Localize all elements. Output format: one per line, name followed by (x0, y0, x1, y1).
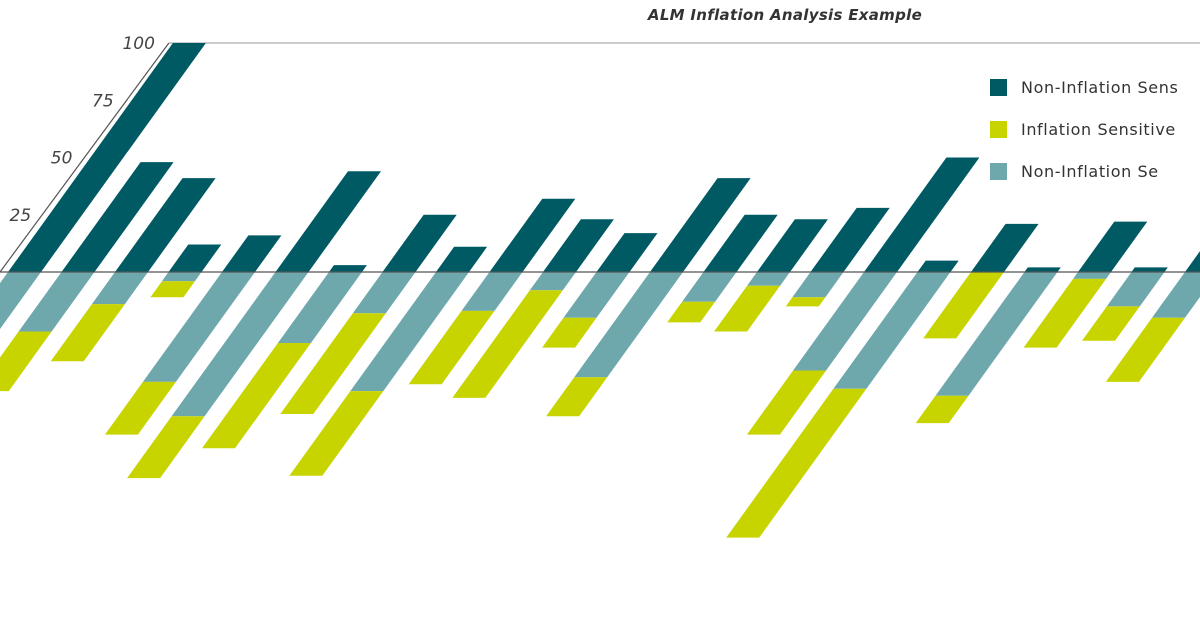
bar-non-inflation-se (793, 272, 897, 371)
legend-item-non-inflation-se: Non-Inflation Se (990, 150, 1178, 192)
bar-non-inflation-sens (1024, 267, 1061, 272)
y-axis-ticks: 25 50 75 100 (10, 34, 155, 226)
chart-bars (0, 43, 1200, 538)
chart-legend: Non-Inflation Sens Inflation Sensitive N… (990, 66, 1178, 192)
y-tick-label: 100 (122, 34, 154, 54)
bar-non-inflation-sens (329, 265, 367, 272)
bar-non-inflation-sens (1131, 267, 1168, 272)
y-axis-line (0, 42, 170, 273)
bar-inflation-sensitive (1023, 278, 1107, 348)
bar-non-inflation-sens (275, 171, 381, 272)
bar-non-inflation-sens (222, 235, 282, 272)
bar-non-inflation-sens (1185, 251, 1200, 272)
bar-non-inflation-se (682, 272, 737, 302)
bar-inflation-sensitive (726, 388, 867, 538)
legend-swatch (990, 120, 1007, 138)
bar-inflation-sensitive (452, 290, 563, 398)
bar-non-inflation-se (277, 272, 362, 343)
bar-non-inflation-se (1106, 272, 1165, 307)
legend-item-inflation-sensitive: Inflation Sensitive (990, 108, 1178, 150)
y-tick-label: 50 (51, 149, 73, 169)
bar-non-inflation-se (171, 272, 309, 417)
bar-non-inflation-se (91, 272, 148, 305)
bar-non-inflation-sens (810, 207, 890, 272)
bar-non-inflation-sens (864, 157, 980, 272)
bar-inflation-sensitive (202, 343, 311, 449)
bar-non-inflation-se (18, 272, 95, 332)
chart-title: ALM Inflation Analysis Example (647, 6, 923, 24)
bar-non-inflation-se (792, 272, 844, 298)
bar-inflation-sensitive (50, 304, 125, 362)
bar-inflation-sensitive (1082, 306, 1140, 341)
bar-inflation-sensitive (546, 377, 608, 417)
bar-non-inflation-sens (703, 214, 778, 272)
bar-non-inflation-sens (650, 178, 751, 272)
bar-inflation-sensitive (542, 317, 597, 348)
bar-non-inflation-sens (382, 214, 457, 272)
bar-non-inflation-sens (436, 246, 488, 272)
bar-inflation-sensitive (667, 301, 716, 323)
bar-inflation-sensitive (289, 391, 384, 476)
bar-non-inflation-se (1073, 272, 1111, 279)
bar-non-inflation-se (161, 272, 202, 282)
bar-non-inflation-se (935, 272, 1058, 396)
bar-non-inflation-sens (489, 198, 576, 272)
y-tick-label: 75 (92, 91, 114, 111)
bar-non-inflation-se (529, 272, 576, 291)
bar-non-inflation-se (350, 272, 469, 392)
legend-swatch (990, 162, 1007, 180)
bar-non-inflation-se (833, 272, 951, 389)
bar-inflation-sensitive (150, 281, 195, 298)
bar-non-inflation-se (563, 272, 630, 318)
chart-axes (0, 42, 1200, 273)
bar-non-inflation-sens (596, 233, 658, 272)
bar-non-inflation-sens (115, 178, 216, 272)
bar-inflation-sensitive (746, 370, 827, 435)
legend-item-non-inflation-sens: Non-Inflation Sens (990, 66, 1178, 108)
bar-non-inflation-se (461, 272, 523, 311)
bar-non-inflation-sens (917, 260, 959, 272)
bar-inflation-sensitive (408, 310, 495, 385)
bar-non-inflation-sens (61, 162, 174, 272)
bar-inflation-sensitive (923, 272, 1004, 339)
bar-non-inflation-se (747, 272, 790, 286)
bar-inflation-sensitive (127, 416, 205, 479)
bar-inflation-sensitive (280, 313, 386, 414)
bar-inflation-sensitive (104, 381, 176, 435)
bar-non-inflation-sens (1078, 221, 1148, 272)
legend-swatch (990, 78, 1007, 96)
bar-non-inflation-se (352, 272, 416, 314)
bar-non-inflation-sens (168, 244, 222, 272)
bar-inflation-sensitive (0, 331, 52, 392)
bar-non-inflation-se (1152, 272, 1200, 318)
bar-non-inflation-se (574, 272, 683, 378)
legend-label: Inflation Sensitive (1021, 119, 1176, 139)
legend-label: Non-Inflation Sens (1021, 77, 1179, 97)
bar-non-inflation-se (0, 272, 41, 329)
bar-non-inflation-sens (971, 223, 1039, 272)
bar-inflation-sensitive (714, 285, 781, 332)
bar-inflation-sensitive (915, 395, 969, 424)
bar-inflation-sensitive (785, 297, 826, 307)
bar-non-inflation-sens (543, 219, 614, 272)
legend-label: Non-Inflation Se (1021, 161, 1159, 181)
y-tick-label: 25 (10, 206, 32, 226)
bar-non-inflation-se (142, 272, 255, 382)
bar-non-inflation-sens (8, 43, 206, 272)
bar-non-inflation-sens (757, 219, 828, 272)
bar-inflation-sensitive (1105, 317, 1185, 382)
